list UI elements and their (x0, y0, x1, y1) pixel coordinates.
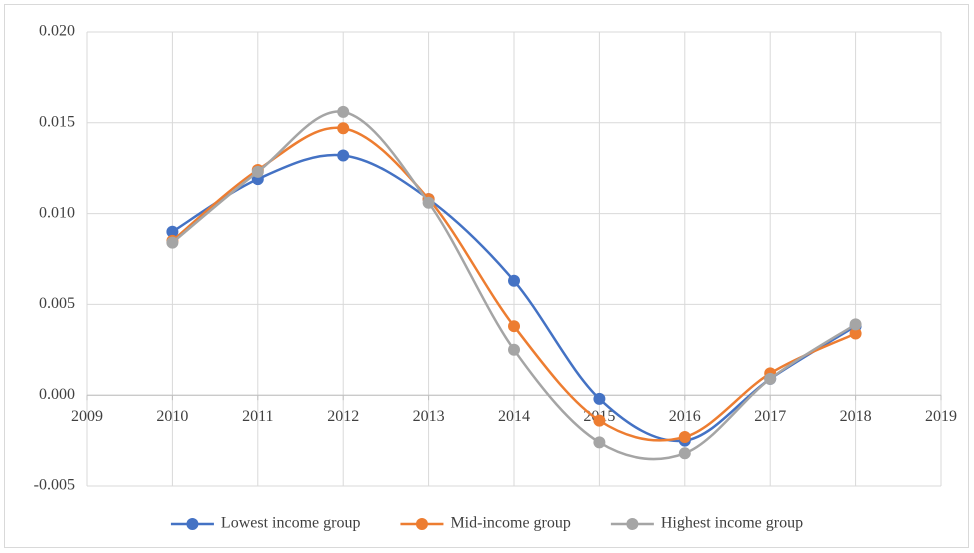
y-tick-label: 0.010 (39, 204, 75, 221)
data-point (849, 318, 862, 331)
data-point (678, 447, 691, 460)
data-point (593, 414, 606, 427)
data-point (337, 149, 350, 162)
x-tick-label: 2016 (669, 408, 701, 425)
data-point (508, 343, 520, 356)
data-point (849, 327, 862, 340)
data-point (337, 105, 350, 118)
legend-marker (415, 518, 428, 530)
x-tick-label: 2018 (840, 408, 872, 425)
legend-label: Highest income group (661, 515, 803, 532)
series-line (171, 153, 857, 443)
x-tick-label: 2010 (156, 408, 188, 425)
x-tick-label: 2011 (242, 408, 273, 425)
x-tick-label: 2012 (327, 408, 359, 425)
series-line (171, 110, 857, 461)
y-tick-label: 0.015 (39, 113, 75, 130)
y-tick-label: -0.005 (34, 477, 75, 494)
y-tick-label: 0.000 (39, 386, 75, 403)
data-point (678, 430, 691, 443)
x-tick-label: 2017 (754, 408, 786, 425)
chart-border (4, 4, 969, 548)
data-point (508, 274, 520, 287)
y-tick-label: 0.005 (39, 295, 75, 312)
data-point (593, 436, 606, 449)
x-tick-label: 2013 (413, 408, 445, 425)
data-point (508, 320, 520, 333)
x-tick-label: 2009 (71, 408, 103, 425)
x-tick-label: 2014 (498, 408, 530, 425)
y-tick-label: 0.020 (39, 23, 75, 40)
data-point (337, 122, 350, 135)
data-point (764, 372, 777, 385)
legend-marker (626, 518, 639, 530)
data-point (166, 225, 179, 238)
data-point (251, 165, 264, 178)
data-point (166, 236, 179, 249)
data-point (422, 196, 435, 209)
x-tick-label: 2019 (925, 408, 957, 425)
legend-label: Mid-income group (450, 515, 570, 532)
data-point (593, 392, 606, 405)
legend-label: Lowest income group (221, 515, 361, 532)
legend-marker (186, 518, 199, 530)
